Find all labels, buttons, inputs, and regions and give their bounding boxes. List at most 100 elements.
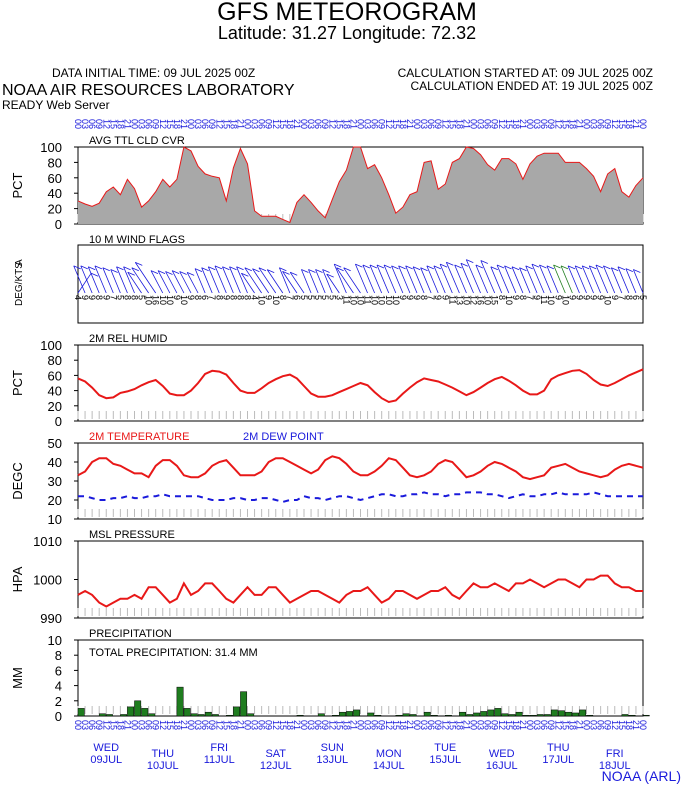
bottom-hour-label: 06: [313, 720, 323, 730]
wind-barb: [625, 268, 637, 294]
wind-barb: [236, 266, 248, 294]
wind-barb-flag: [301, 269, 309, 273]
y-tick-label: 0: [55, 414, 62, 429]
y-axis-label: MM: [10, 667, 25, 689]
wind-speed-label: 7: [285, 295, 295, 300]
y-tick-label: 80: [48, 353, 62, 368]
precip-bar: [642, 714, 650, 717]
wind-barb-flag: [229, 266, 237, 271]
wind-speed-label: 9: [532, 295, 542, 300]
y-tick-label: 50: [48, 436, 62, 451]
wind-barb: [110, 269, 121, 294]
wind-barb-flag: [279, 267, 287, 272]
wind-barb-flag: [420, 267, 428, 272]
wind-speed-label: 5: [313, 295, 323, 300]
bottom-hour-label: 06: [483, 720, 493, 730]
bottom-hour-label: 00: [73, 720, 83, 730]
top-hour-label: 06: [483, 119, 493, 129]
bottom-hour-label: 06: [144, 720, 154, 730]
wind-barb: [412, 266, 425, 294]
wind-speed-label: 10: [348, 295, 358, 305]
wind-barb-flag: [123, 266, 131, 271]
bottom-hour-label: 03: [419, 720, 429, 730]
wind-barb-flag: [412, 266, 421, 271]
bottom-hour-label: 00: [582, 720, 592, 730]
bottom-hour-label: 15: [165, 720, 175, 730]
day-label: FRI: [606, 748, 624, 760]
y-tick-label: 40: [48, 455, 62, 470]
precip-bar: [395, 714, 403, 717]
wind-barb: [102, 267, 114, 294]
bottom-hour-label: 21: [518, 720, 528, 730]
y-axis-label: PCT: [10, 370, 25, 396]
top-hour-label: 15: [504, 119, 514, 129]
wind-barb: [258, 267, 277, 294]
y-axis-label: PCT: [10, 172, 25, 198]
bottom-hour-label: 03: [306, 720, 316, 730]
wind-barb: [603, 265, 616, 294]
bottom-hour-label: 12: [610, 720, 620, 730]
bottom-hour-label: 06: [426, 720, 436, 730]
wind-barb: [186, 272, 199, 294]
wind-barb-flag: [308, 269, 316, 273]
wind-barb-flag: [575, 265, 583, 270]
wind-barb-flag: [362, 264, 371, 269]
wind-speed-label: 11: [363, 295, 373, 304]
wind-speed-label: 5: [327, 295, 337, 300]
top-hour-label: 00: [186, 119, 196, 129]
wind-barb-flag: [282, 271, 290, 275]
wind-barb: [77, 272, 92, 294]
bottom-hour-label: 18: [341, 720, 351, 730]
wind-barb: [207, 266, 220, 294]
precip-bar: [550, 709, 558, 717]
bottom-hour-label: 15: [504, 720, 514, 730]
date-label: 16JUL: [486, 760, 518, 772]
panel-frame: [77, 244, 644, 324]
top-hour-label: 15: [617, 119, 627, 129]
wind-barb-flag: [194, 268, 203, 272]
date-label: 10JUL: [147, 760, 179, 772]
wind-barb: [617, 266, 630, 294]
footer-credit: NOAA (ARL): [601, 768, 681, 784]
precip-bar: [339, 711, 346, 717]
bottom-hour-label: 12: [214, 720, 224, 730]
wind-speed-label: 9: [433, 295, 443, 300]
wind-speed-label: 9: [101, 295, 111, 300]
bottom-hour-label: 00: [243, 720, 253, 730]
top-hour-label: 15: [447, 119, 457, 129]
bottom-hour-label: 15: [334, 720, 344, 730]
bottom-hour-label: 09: [433, 720, 443, 730]
bottom-hour-label: 09: [546, 720, 556, 730]
wind-barb-flag: [589, 265, 597, 270]
top-hour-label: 03: [193, 119, 203, 129]
wind-speed-label: 8: [419, 295, 429, 300]
precip-bar: [529, 714, 537, 717]
wind-speed-label: 10: [546, 295, 556, 305]
precip-bar: [565, 711, 572, 717]
wind-barb-flag: [88, 266, 96, 271]
bottom-hour-label: 12: [271, 720, 281, 730]
precip-bar: [296, 714, 304, 717]
series-line: [77, 455, 644, 481]
top-hour-label: 00: [582, 119, 592, 129]
wind-barb-flag: [391, 265, 399, 270]
precip-bar: [501, 713, 509, 717]
precip-bar: [120, 714, 127, 717]
bottom-hour-label: 21: [122, 720, 132, 730]
y-tick-label: 60: [48, 368, 62, 383]
top-hour-label: 18: [567, 119, 577, 129]
top-hour-label: 21: [631, 119, 641, 129]
wind-barb: [362, 264, 375, 294]
wind-barb: [369, 264, 383, 294]
panel-title: AVG TTL CLD CVR: [89, 135, 185, 147]
bottom-hour-label: 00: [299, 720, 309, 730]
wind-speed-label: 8: [624, 295, 634, 300]
wind-barb: [610, 267, 623, 294]
bottom-hour-label: 09: [264, 720, 274, 730]
top-hour-label: 09: [264, 119, 274, 129]
wind-barb: [315, 269, 326, 294]
wind-barb-flag: [466, 259, 474, 263]
wind-speed-label: 7: [108, 295, 118, 300]
wind-barb: [405, 265, 418, 294]
wind-barb-flag: [222, 266, 230, 271]
